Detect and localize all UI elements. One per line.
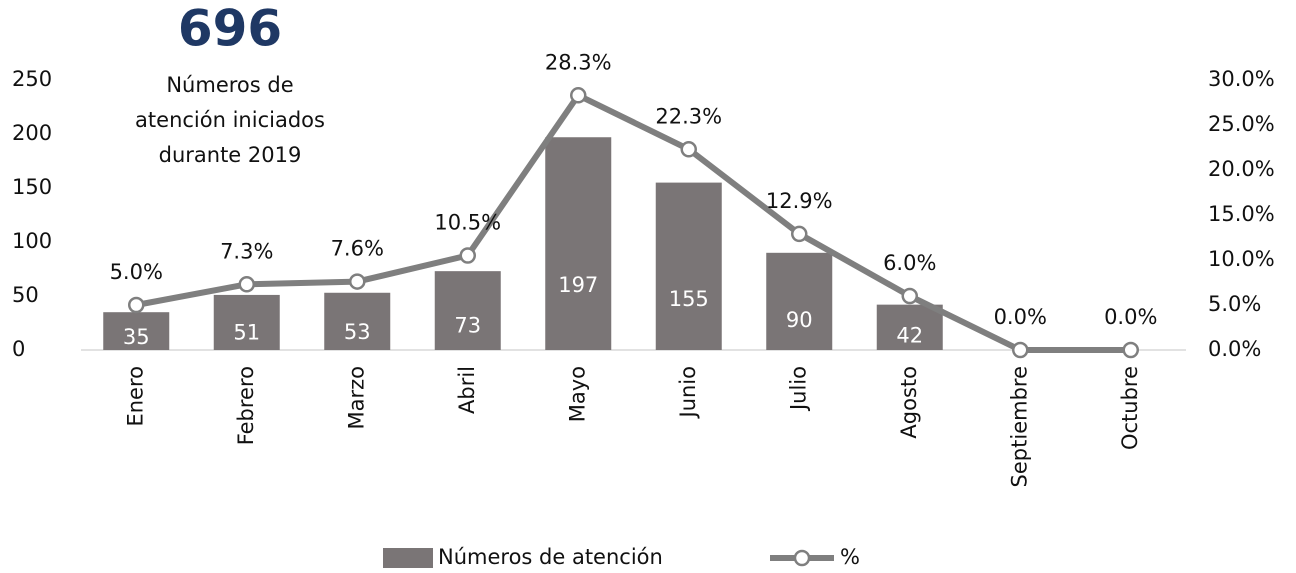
- point-label: 28.3%: [545, 50, 612, 74]
- y2-tick-label: 10.0%: [1208, 247, 1275, 271]
- bar-label: 73: [454, 313, 481, 337]
- point-label: 10.5%: [434, 211, 501, 235]
- point: [680, 141, 697, 158]
- bar: [324, 292, 391, 350]
- bar-label: 35: [123, 325, 150, 349]
- bar: [434, 271, 501, 350]
- point: [791, 225, 808, 243]
- y2-tick-label: 30.0%: [1208, 67, 1275, 91]
- x-tick-label: Enero: [123, 366, 147, 427]
- point: [459, 247, 476, 264]
- point: [901, 287, 918, 305]
- point-label: 0.0%: [994, 305, 1047, 329]
- x-tick-label: Agosto: [897, 366, 921, 439]
- bar-label: 51: [233, 320, 260, 344]
- bar: [213, 294, 280, 350]
- y-tick-label: 0: [12, 337, 25, 361]
- x-tick-label: Marzo: [344, 366, 368, 430]
- point-label: 12.9%: [766, 189, 833, 213]
- bar: [876, 304, 943, 350]
- x-tick-label: Julio: [786, 366, 810, 412]
- legend-label: %: [840, 545, 860, 569]
- x-tick-label: Mayo: [565, 366, 589, 422]
- y2-tick-label: 25.0%: [1208, 112, 1275, 136]
- point-label: 6.0%: [883, 251, 936, 275]
- y2-tick-label: 15.0%: [1208, 202, 1275, 226]
- y-tick-label: 100: [12, 229, 52, 253]
- bar-label: 90: [786, 308, 813, 332]
- point-label: 0.0%: [1104, 305, 1157, 329]
- point: [128, 296, 145, 314]
- point-label: 7.6%: [331, 237, 384, 261]
- point: [238, 276, 255, 293]
- legend-swatch: [383, 548, 433, 568]
- legend-label: Números de atención: [438, 545, 663, 569]
- line: [135, 92, 1131, 353]
- x-tick-label: Abril: [455, 366, 479, 414]
- caption-line: Números de: [166, 73, 293, 97]
- big-number: 696: [178, 0, 282, 58]
- bar-label: 42: [896, 323, 923, 347]
- x-tick-label: Febrero: [234, 366, 258, 445]
- y2-tick-label: 5.0%: [1208, 292, 1261, 316]
- point: [349, 273, 366, 290]
- bar: [655, 182, 722, 350]
- point: [1122, 341, 1139, 359]
- bar-label: 155: [669, 287, 709, 311]
- y-tick-label: 50: [12, 283, 39, 307]
- bar: [766, 252, 833, 350]
- y-tick-label: 200: [12, 121, 52, 145]
- y2-tick-label: 20.0%: [1208, 157, 1275, 181]
- bar: [545, 137, 612, 350]
- y-tick-label: 150: [12, 175, 52, 199]
- bar-label: 197: [558, 273, 598, 297]
- x-tick-label: Octubre: [1118, 366, 1142, 450]
- point: [1012, 341, 1029, 359]
- caption-line: atención iniciados: [135, 108, 325, 132]
- point-label: 22.3%: [655, 104, 722, 128]
- bar: [103, 312, 170, 350]
- x-tick-label: Septiembre: [1007, 366, 1031, 487]
- point-label: 5.0%: [110, 260, 163, 284]
- y-tick-label: 250: [12, 67, 52, 91]
- caption-line: durante 2019: [159, 143, 302, 167]
- y2-tick-label: 0.0%: [1208, 337, 1261, 361]
- legend-swatch: [793, 549, 811, 567]
- point-label: 7.3%: [220, 239, 273, 263]
- point: [570, 87, 587, 104]
- x-tick-label: Junio: [676, 366, 700, 420]
- bar-label: 53: [344, 320, 371, 344]
